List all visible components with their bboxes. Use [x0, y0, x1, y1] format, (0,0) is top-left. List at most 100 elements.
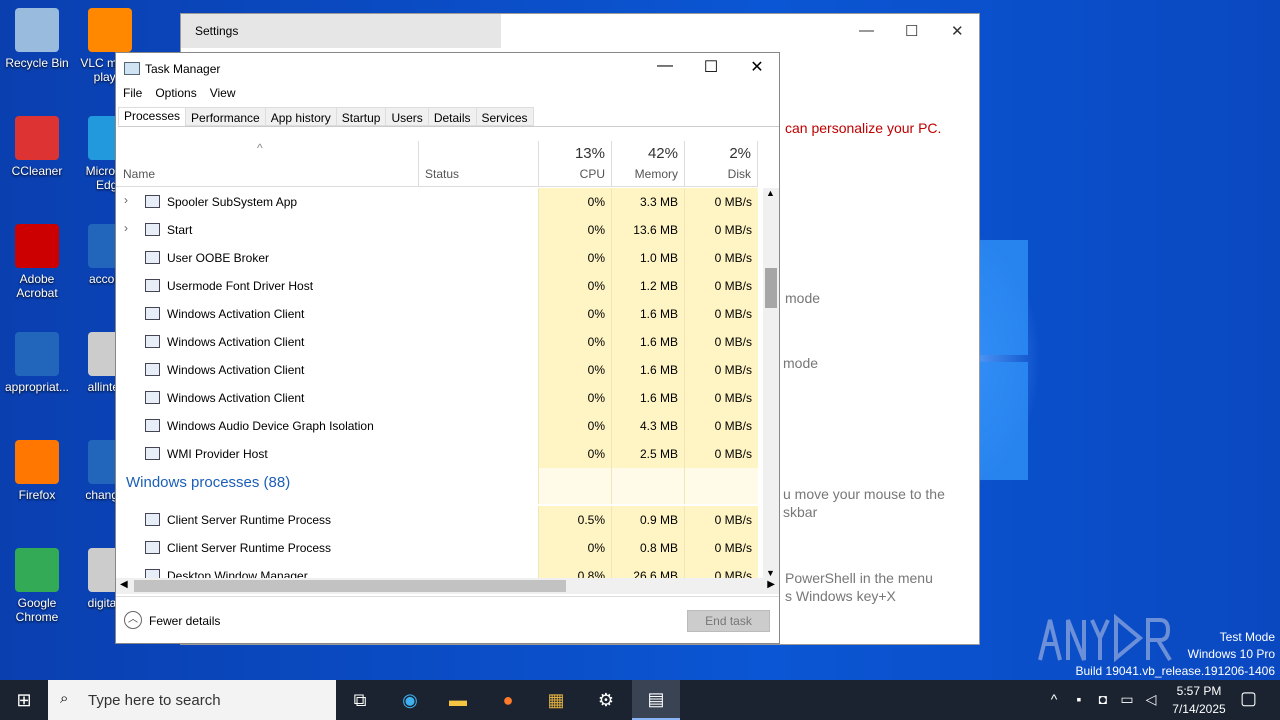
process-row[interactable]: › Start 0% 13.6 MB 0 MB/s — [116, 216, 758, 244]
process-row[interactable]: Client Server Runtime Process 0% 0.8 MB … — [116, 534, 758, 562]
expand-chevron-icon[interactable]: › — [124, 193, 128, 207]
process-name: WMI Provider Host — [167, 447, 268, 461]
process-row[interactable]: Windows Activation Client 0% 1.6 MB 0 MB… — [116, 328, 758, 356]
minimize-button[interactable]: — — [859, 22, 874, 39]
disk-value: 0 MB/s — [684, 356, 758, 384]
tab-app-history[interactable]: App history — [264, 107, 337, 126]
cpu-value: 0% — [538, 244, 611, 272]
group-cell — [538, 468, 611, 504]
collapse-icon[interactable]: ︿ — [124, 611, 142, 629]
app-icon[interactable]: ▦ — [547, 689, 565, 710]
tab-details[interactable]: Details — [427, 107, 477, 126]
process-list[interactable]: › Spooler SubSystem App 0% 3.3 MB 0 MB/s ›… — [116, 188, 758, 578]
column-name[interactable]: Name — [123, 167, 156, 181]
group-header[interactable]: Windows processes (88) — [116, 468, 758, 504]
clock-time[interactable]: 5:57 PM — [1176, 684, 1222, 698]
menu-file[interactable]: File — [123, 86, 143, 100]
cpu-value: 0% — [538, 300, 611, 328]
minimize-button[interactable]: — — [657, 57, 673, 74]
scroll-up-icon[interactable]: ▲ — [766, 188, 775, 198]
column-header: ^ Name Status 13% CPU 42% Memory 2% Disk — [116, 141, 758, 187]
fewer-details-button[interactable]: Fewer details — [149, 614, 221, 628]
task-manager-taskbar-icon[interactable]: ▤ — [632, 680, 680, 720]
cpu-value: 0% — [538, 272, 611, 300]
process-name: Client Server Runtime Process — [167, 541, 332, 555]
scroll-thumb[interactable] — [134, 580, 566, 592]
tab-services[interactable]: Services — [475, 107, 534, 126]
process-row[interactable]: Windows Activation Client 0% 1.6 MB 0 MB… — [116, 384, 758, 412]
process-row[interactable]: › Spooler SubSystem App 0% 3.3 MB 0 MB/s — [116, 188, 758, 216]
desktop-icon-image — [15, 548, 59, 592]
task-manager-window[interactable]: Task Manager — ☐ ✕ File Options View Pro… — [115, 52, 780, 644]
tray-app-icon[interactable]: ▪ — [1076, 691, 1082, 707]
process-row[interactable]: User OOBE Broker 0% 1.0 MB 0 MB/s — [116, 244, 758, 272]
settings-icon[interactable]: ⚙ — [597, 689, 615, 710]
menu-options[interactable]: Options — [155, 86, 197, 100]
process-row[interactable]: Windows Audio Device Graph Isolation 0% … — [116, 412, 758, 440]
task-view-icon[interactable]: ⧉ — [353, 689, 367, 710]
process-row[interactable]: Desktop Window Manager 0.8% 26.6 MB 0 MB… — [116, 562, 758, 578]
disk-value: 0 MB/s — [684, 534, 758, 562]
tab-startup[interactable]: Startup — [335, 107, 387, 126]
edge-icon[interactable]: ◉ — [402, 689, 418, 710]
process-row[interactable]: Usermode Font Driver Host 0% 1.2 MB 0 MB… — [116, 272, 758, 300]
memory-value: 2.5 MB — [611, 440, 684, 468]
close-button[interactable]: ✕ — [750, 59, 764, 76]
column-memory[interactable]: 42% Memory — [611, 141, 684, 187]
clock-date[interactable]: 7/14/2025 — [1172, 702, 1226, 716]
network-icon[interactable]: ▭ — [1120, 691, 1134, 707]
maximize-button[interactable]: ☐ — [905, 23, 919, 40]
firefox-icon[interactable]: ● — [502, 689, 514, 710]
memory-value: 0.8 MB — [611, 534, 684, 562]
horizontal-scrollbar[interactable]: ◀ ▶ — [116, 578, 779, 594]
start-button[interactable]: ⊞ — [16, 689, 32, 710]
search-icon: ⌕ — [60, 690, 69, 707]
show-hidden-icons[interactable]: ^ — [1050, 691, 1058, 707]
tab-performance[interactable]: Performance — [185, 107, 266, 126]
process-row[interactable]: WMI Provider Host 0% 2.5 MB 0 MB/s — [116, 440, 758, 468]
desktop-icon[interactable]: CCleaner — [2, 116, 72, 178]
tab-processes[interactable]: Processes — [118, 107, 187, 126]
menu-view[interactable]: View — [209, 86, 236, 100]
cpu-label: CPU — [579, 167, 605, 181]
group-label: Windows processes (88) — [126, 474, 291, 491]
tab-users[interactable]: Users — [385, 107, 429, 126]
meet-now-icon[interactable]: ◘ — [1098, 691, 1108, 707]
scroll-thumb[interactable] — [765, 268, 777, 308]
title-bar[interactable]: Task Manager — ☐ ✕ — [116, 53, 779, 85]
process-row[interactable]: Client Server Runtime Process 0.5% 0.9 M… — [116, 506, 758, 534]
scroll-left-icon[interactable]: ◀ — [120, 579, 128, 590]
process-row[interactable]: Windows Activation Client 0% 1.6 MB 0 MB… — [116, 356, 758, 384]
search-box[interactable]: ⌕ Type here to search — [48, 680, 336, 720]
file-explorer-icon[interactable]: ▬ — [449, 689, 467, 710]
cpu-value: 0% — [538, 216, 611, 244]
desktop-icon[interactable]: Firefox — [2, 440, 72, 502]
scroll-down-icon[interactable]: ▼ — [766, 568, 775, 578]
scroll-right-icon[interactable]: ▶ — [767, 579, 775, 590]
desktop-icon[interactable]: Google Chrome — [2, 548, 72, 624]
column-disk[interactable]: 2% Disk — [684, 141, 758, 187]
memory-value: 1.6 MB — [611, 328, 684, 356]
notification-icon[interactable]: ▢ — [1240, 688, 1258, 708]
desktop-icon[interactable]: appropriat... — [2, 332, 72, 394]
column-status[interactable]: Status — [418, 141, 538, 187]
close-button[interactable]: ✕ — [951, 23, 964, 40]
settings-text: u move your mouse to the — [783, 486, 945, 502]
maximize-button[interactable]: ☐ — [703, 59, 719, 76]
process-icon — [145, 279, 160, 292]
disk-value: 0 MB/s — [684, 562, 758, 578]
vertical-scrollbar[interactable]: ▲ ▼ — [763, 188, 779, 578]
end-task-button[interactable]: End task — [687, 610, 770, 632]
expand-chevron-icon[interactable]: › — [124, 221, 128, 235]
process-icon — [145, 419, 160, 432]
desktop-icon[interactable]: Adobe Acrobat — [2, 224, 72, 300]
volume-icon[interactable]: ◁ — [1145, 691, 1157, 707]
column-cpu[interactable]: 13% CPU — [538, 141, 611, 187]
process-icon — [145, 391, 160, 404]
desktop-icon[interactable]: Recycle Bin — [2, 8, 72, 70]
wallpaper-logo — [980, 240, 1028, 355]
task-manager-icon — [124, 62, 140, 75]
desktop-icon-image — [15, 116, 59, 160]
process-name: Windows Activation Client — [167, 307, 305, 321]
process-row[interactable]: Windows Activation Client 0% 1.6 MB 0 MB… — [116, 300, 758, 328]
